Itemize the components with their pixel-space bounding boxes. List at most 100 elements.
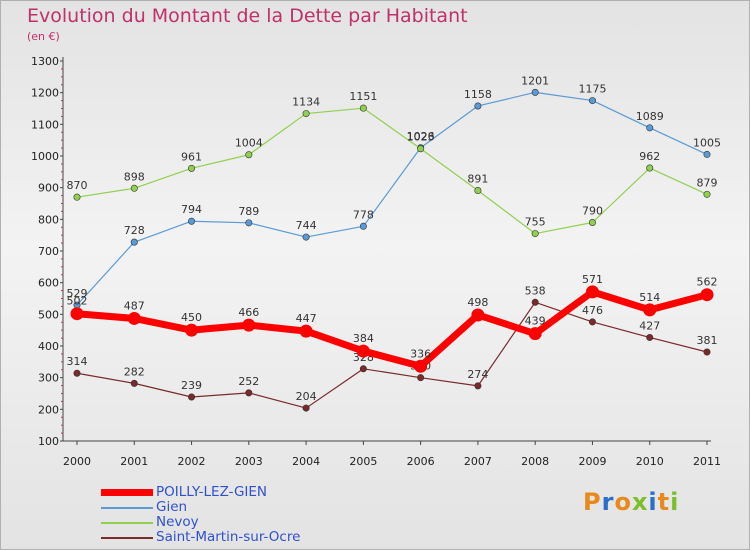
legend-swatch bbox=[101, 507, 153, 509]
data-point-poilly-lez-gien bbox=[70, 307, 84, 321]
data-label-gien: 744 bbox=[296, 219, 317, 232]
series-line-saint-martin-sur-ocre bbox=[76, 301, 708, 409]
series-line-poilly-lez-gien bbox=[76, 288, 708, 370]
data-label-gien: 728 bbox=[124, 224, 145, 237]
data-label-nevoy: 790 bbox=[582, 205, 603, 218]
data-point-poilly-lez-gien bbox=[585, 285, 599, 299]
y-tick-label: 300 bbox=[38, 372, 59, 385]
data-label-nevoy: 870 bbox=[67, 179, 88, 192]
data-point-gien bbox=[188, 217, 196, 225]
legend-label: Saint-Martin-sur-Ocre bbox=[156, 529, 301, 545]
data-label-saint-martin-sur-ocre: 381 bbox=[697, 334, 718, 347]
legend-label: POILLY-LEZ-GIEN bbox=[156, 484, 268, 500]
data-label-poilly-lez-gien: 336 bbox=[410, 347, 431, 360]
x-tick-label: 2006 bbox=[407, 455, 435, 468]
x-tick-label: 2005 bbox=[349, 455, 377, 468]
y-tick-label: 900 bbox=[38, 182, 59, 195]
data-label-poilly-lez-gien: 514 bbox=[639, 291, 660, 304]
data-point-nevoy bbox=[302, 110, 310, 118]
data-point-saint-martin-sur-ocre bbox=[188, 393, 196, 401]
chart-subtitle: (en €) bbox=[27, 30, 60, 43]
data-label-gien: 1175 bbox=[578, 83, 606, 96]
data-point-poilly-lez-gien bbox=[127, 311, 141, 325]
data-point-nevoy bbox=[588, 219, 596, 227]
data-point-nevoy bbox=[417, 145, 425, 153]
data-label-poilly-lez-gien: 450 bbox=[181, 311, 202, 324]
legend-label: Nevoy bbox=[156, 514, 199, 530]
data-point-nevoy bbox=[531, 230, 539, 238]
data-label-nevoy: 1004 bbox=[235, 137, 263, 150]
data-point-nevoy bbox=[703, 190, 711, 198]
data-label-poilly-lez-gien: 439 bbox=[525, 315, 546, 328]
data-label-nevoy: 891 bbox=[467, 173, 488, 186]
proxiti-logo: Proxiti bbox=[583, 488, 679, 516]
y-tick-label: 100 bbox=[38, 435, 59, 448]
x-tick-label: 2001 bbox=[120, 455, 148, 468]
logo-letter: P bbox=[583, 488, 602, 516]
y-tick-label: 400 bbox=[38, 340, 59, 353]
data-label-gien: 1089 bbox=[636, 110, 664, 123]
data-point-gien bbox=[703, 150, 711, 158]
data-label-nevoy: 879 bbox=[697, 176, 718, 189]
data-point-saint-martin-sur-ocre bbox=[474, 382, 482, 390]
legend-swatch bbox=[101, 489, 153, 496]
data-label-poilly-lez-gien: 562 bbox=[697, 276, 718, 289]
data-point-poilly-lez-gien bbox=[242, 318, 256, 332]
data-label-saint-martin-sur-ocre: 274 bbox=[467, 368, 488, 381]
data-point-poilly-lez-gien bbox=[528, 327, 542, 341]
data-point-saint-martin-sur-ocre bbox=[359, 365, 367, 373]
data-label-gien: 1026 bbox=[407, 130, 435, 143]
data-point-nevoy bbox=[130, 184, 138, 192]
y-tick-label: 200 bbox=[38, 403, 59, 416]
data-point-poilly-lez-gien bbox=[356, 344, 370, 358]
logo-letter: i bbox=[648, 488, 658, 516]
data-point-poilly-lez-gien bbox=[700, 288, 714, 302]
y-tick-label: 500 bbox=[38, 308, 59, 321]
data-label-nevoy: 898 bbox=[124, 170, 145, 183]
data-point-gien bbox=[646, 124, 654, 132]
data-label-poilly-lez-gien: 384 bbox=[353, 332, 374, 345]
chart-title: Evolution du Montant de la Dette par Hab… bbox=[27, 5, 468, 27]
data-label-poilly-lez-gien: 498 bbox=[467, 296, 488, 309]
data-label-saint-martin-sur-ocre: 314 bbox=[67, 355, 88, 368]
data-point-saint-martin-sur-ocre bbox=[588, 318, 596, 326]
legend-swatch bbox=[101, 537, 153, 539]
y-tick-label: 600 bbox=[38, 277, 59, 290]
data-point-gien bbox=[130, 238, 138, 246]
line-chart: 100 200 300 400 500 600 700 800 900 1000 1100 1200 1… bbox=[31, 55, 721, 468]
data-point-gien bbox=[531, 88, 539, 96]
y-tick-label: 1200 bbox=[31, 87, 59, 100]
logo-letter: i bbox=[670, 488, 680, 516]
data-point-nevoy bbox=[188, 164, 196, 172]
data-label-nevoy: 962 bbox=[639, 150, 660, 163]
data-label-nevoy: 755 bbox=[525, 216, 546, 229]
x-tick-label: 2008 bbox=[521, 455, 549, 468]
data-label-poilly-lez-gien: 466 bbox=[238, 306, 259, 319]
data-label-saint-martin-sur-ocre: 427 bbox=[639, 319, 660, 332]
data-point-poilly-lez-gien bbox=[471, 308, 485, 322]
data-point-nevoy bbox=[73, 193, 81, 201]
data-point-saint-martin-sur-ocre bbox=[646, 333, 654, 341]
data-point-nevoy bbox=[646, 164, 654, 172]
data-point-poilly-lez-gien bbox=[299, 324, 313, 338]
y-tick-label: 1000 bbox=[31, 150, 59, 163]
data-label-gien: 794 bbox=[181, 203, 202, 216]
data-label-poilly-lez-gien: 487 bbox=[124, 299, 145, 312]
x-tick-label: 2009 bbox=[578, 455, 606, 468]
y-tick-label: 1300 bbox=[31, 55, 59, 68]
data-label-gien: 778 bbox=[353, 208, 374, 221]
data-label-poilly-lez-gien: 502 bbox=[67, 295, 88, 308]
data-point-nevoy bbox=[359, 104, 367, 112]
data-label-nevoy: 1023 bbox=[407, 131, 435, 144]
data-point-gien bbox=[245, 219, 253, 227]
data-point-nevoy bbox=[474, 187, 482, 195]
data-label-gien: 1158 bbox=[464, 88, 492, 101]
data-point-gien bbox=[359, 222, 367, 230]
data-label-gien: 529 bbox=[67, 287, 88, 300]
logo-letter: t bbox=[657, 488, 671, 516]
data-label-gien: 1005 bbox=[693, 136, 721, 149]
legend-label: Gien bbox=[156, 499, 188, 515]
data-point-poilly-lez-gien bbox=[414, 359, 428, 373]
data-point-poilly-lez-gien bbox=[643, 303, 657, 317]
